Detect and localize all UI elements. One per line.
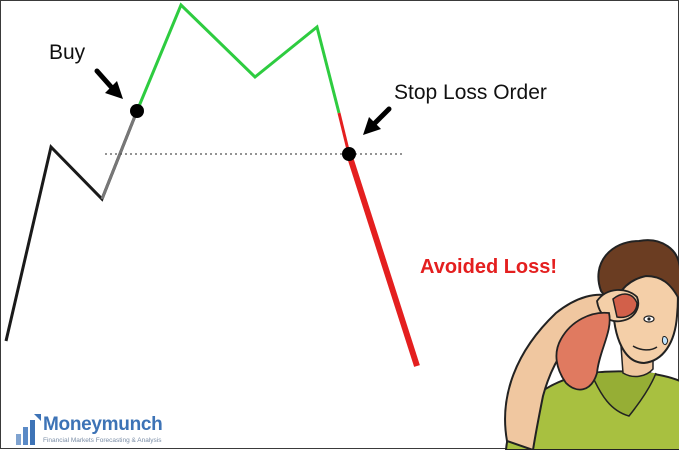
pre-buy-price-line-end bbox=[100, 110, 139, 200]
stop-loss-order-label: Stop Loss Order bbox=[394, 81, 547, 104]
buy-marker bbox=[130, 104, 144, 118]
logo-tagline: Financial Markets Forecasting & Analysis bbox=[43, 437, 162, 444]
sweating-man-wiping-forehead-icon bbox=[504, 239, 679, 450]
stop-loss-marker bbox=[342, 147, 356, 161]
logo-name: Moneymunch bbox=[43, 414, 163, 435]
avoided-loss-label: Avoided Loss! bbox=[420, 256, 558, 278]
bar-chart-logo-icon bbox=[16, 414, 41, 445]
avoided-loss-line bbox=[346, 153, 420, 367]
buy-label: Buy bbox=[49, 41, 86, 64]
profit-price-line bbox=[135, 2, 341, 114]
pre-buy-price-line bbox=[4, 110, 139, 342]
stop-loss-arrow-icon bbox=[363, 106, 392, 135]
moneymunch-logo: Moneymunch Financial Markets Forecasting… bbox=[15, 414, 215, 448]
decline-to-stop-line bbox=[337, 112, 351, 155]
buy-arrow-icon bbox=[94, 68, 123, 99]
